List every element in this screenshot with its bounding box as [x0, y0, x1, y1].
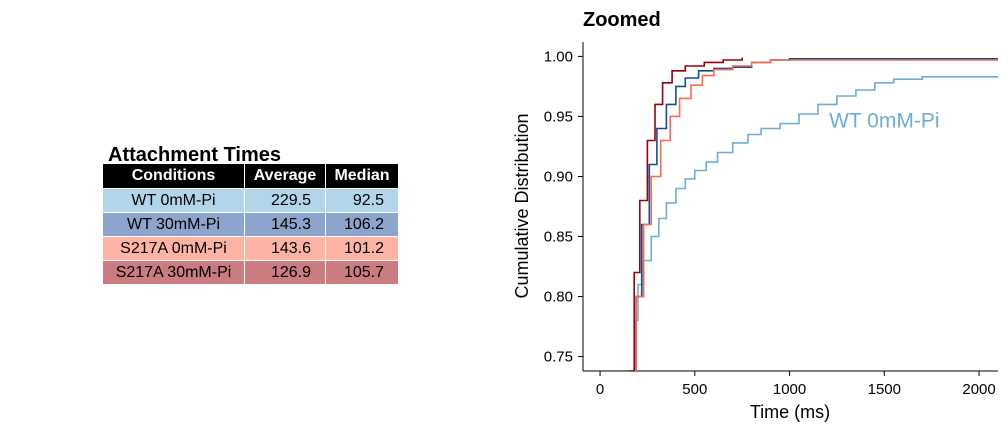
table-title: Attachment Times [108, 144, 282, 166]
table-row: S217A 0mM-Pi 143.6 101.2 [103, 236, 398, 261]
x-tick-label: 1500 [868, 381, 901, 398]
table-row: WT 0mM-Pi 229.5 92.5 [103, 188, 398, 213]
y-tick-label: 0.75 [544, 349, 573, 366]
row-condition: WT 0mM-Pi [103, 188, 245, 213]
x-tick-label: 2000 [962, 381, 995, 398]
row-condition: WT 30mM-Pi [103, 212, 245, 237]
x-tick-label: 0 [596, 381, 604, 398]
plot-area: 0.75 0.80 0.85 0.90 0.95 1.00 0 500 1000 1500 2000… [544, 42, 998, 398]
cdf-series-line-1 [631, 76, 998, 371]
cdf-series-line-4 [627, 57, 743, 371]
row-median: 101.2 [325, 236, 398, 261]
header-conditions: Conditions [103, 164, 245, 189]
row-average: 126.9 [244, 260, 326, 284]
row-median: 106.2 [325, 212, 398, 237]
header-average: Average [244, 164, 326, 189]
attachment-times-table: Conditions Average Median WT 0mM-Pi 229.… [103, 164, 398, 284]
y-tick-label: 0.80 [544, 289, 573, 306]
x-tick-label: 500 [682, 381, 707, 398]
cdf-series-line-2 [629, 58, 998, 371]
row-average: 143.6 [244, 236, 326, 261]
table-row: S217A 30mM-Pi 126.9 105.7 [103, 260, 398, 284]
row-median: 105.7 [325, 260, 398, 284]
series-annotation: WT 0mM-Pi [829, 110, 939, 133]
row-condition: S217A 30mM-Pi [103, 260, 245, 284]
y-tick-label: 0.90 [544, 168, 573, 185]
row-median: 92.5 [325, 188, 398, 213]
y-tick-label: 0.95 [544, 108, 573, 125]
cdf-series-line-3 [628, 59, 998, 371]
row-average: 145.3 [244, 212, 326, 237]
header-median: Median [325, 164, 398, 189]
x-axis-title: Time (ms) [750, 402, 830, 422]
y-tick-label: 0.85 [544, 229, 573, 246]
row-condition: S217A 0mM-Pi [103, 236, 245, 261]
x-tick-label: 1000 [773, 381, 806, 398]
table-header-row: Conditions Average Median [103, 164, 398, 189]
y-axis-title: Cumulative Distribution [512, 113, 532, 298]
y-tick-label: 1.00 [544, 48, 573, 65]
row-average: 229.5 [244, 188, 326, 213]
chart-title: Zoomed [583, 9, 661, 31]
table-row: WT 30mM-Pi 145.3 106.2 [103, 212, 398, 237]
